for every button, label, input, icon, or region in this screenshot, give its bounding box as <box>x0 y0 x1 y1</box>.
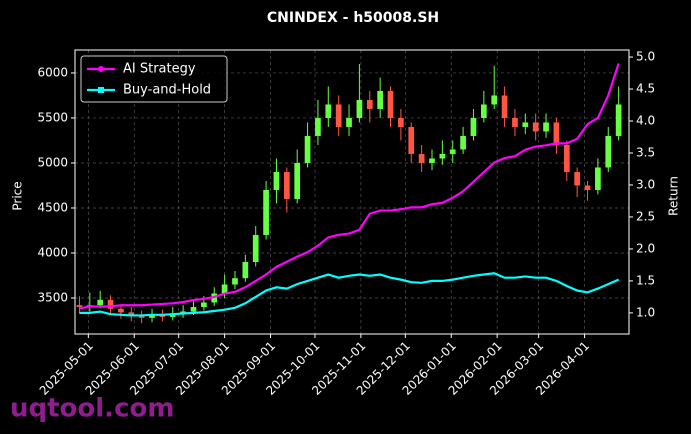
line-series <box>79 272 620 317</box>
candle-body <box>460 135 466 150</box>
candle-body <box>522 122 529 127</box>
legend-box <box>80 55 228 103</box>
candle-body <box>118 308 124 313</box>
candle-body <box>449 149 456 154</box>
candle-body <box>221 284 228 294</box>
candle-body <box>76 305 83 307</box>
candle-body <box>543 122 549 132</box>
candle-body <box>190 306 197 312</box>
y-tick-label: 3500 <box>37 290 68 304</box>
candle-body <box>315 117 321 136</box>
candle-body <box>439 153 446 159</box>
y2-tick-label: 2.5 <box>636 209 655 223</box>
y-tick-label: 4000 <box>37 245 68 259</box>
y2-axis-label: Return <box>667 176 681 216</box>
y-tick-label: 5500 <box>37 110 68 124</box>
y2-tick-label: 2.0 <box>636 241 655 255</box>
line-series <box>79 63 620 310</box>
chart-title: CNINDEX - h50008.SH <box>267 10 439 26</box>
y2-tick-label: 3.5 <box>636 145 655 159</box>
candle-body <box>512 117 518 127</box>
y2-tick-label: 1.5 <box>636 273 655 287</box>
legend-marker <box>98 66 104 72</box>
candle-body <box>387 90 394 118</box>
y2-tick-label: 3.0 <box>636 177 655 191</box>
y2-tick-label: 4.0 <box>636 114 655 128</box>
candle-body <box>273 171 280 190</box>
legend-label: Buy-and-Hold <box>123 83 211 98</box>
candle-body <box>294 162 301 199</box>
candle-body <box>366 99 373 109</box>
y2-tick-label: 1.0 <box>636 305 655 319</box>
candle-body <box>138 315 145 318</box>
y-tick-label: 4500 <box>37 200 68 214</box>
y-tick-label: 5000 <box>37 155 68 169</box>
legend-label: AI Strategy <box>123 62 196 77</box>
candle-body <box>429 158 435 163</box>
watermark: uqtool.com <box>10 394 174 424</box>
y-tick-label: 6000 <box>37 65 68 79</box>
candle-body <box>408 126 415 154</box>
candle-body <box>584 185 591 190</box>
candle-body <box>252 234 259 262</box>
candle-body <box>491 95 498 105</box>
candle-body <box>418 153 425 163</box>
candle-body <box>574 171 581 186</box>
candle-body <box>532 122 539 132</box>
legend-marker <box>98 87 104 93</box>
y2-tick-label: 5.0 <box>636 50 655 64</box>
candle-body <box>595 167 601 190</box>
candle-body <box>615 104 622 136</box>
y2-tick-label: 4.5 <box>636 82 655 96</box>
candle-body <box>149 315 155 318</box>
candle-body <box>605 135 612 168</box>
candle-body <box>263 189 269 235</box>
candle-body <box>159 315 166 317</box>
candle-body <box>242 261 249 279</box>
candle-body <box>304 135 311 163</box>
candle-body <box>97 299 104 306</box>
candle-body <box>232 278 238 285</box>
candle-body <box>128 312 135 316</box>
candle-body <box>180 311 186 314</box>
candle-body <box>398 117 404 127</box>
candle-body <box>201 302 207 307</box>
candle-body <box>283 171 290 199</box>
candle-body <box>470 117 477 136</box>
candle-body <box>377 90 383 109</box>
plot-frame <box>74 49 630 335</box>
candle-body <box>553 122 560 145</box>
candle-body <box>501 95 508 118</box>
candle-body <box>356 99 363 118</box>
y-axis-label: Price <box>11 181 25 210</box>
candle-body <box>480 104 487 118</box>
candle-body <box>107 299 114 309</box>
candle-body <box>563 144 570 172</box>
candle-body <box>325 104 332 118</box>
candle-body <box>335 104 342 127</box>
candle-body <box>346 117 352 127</box>
